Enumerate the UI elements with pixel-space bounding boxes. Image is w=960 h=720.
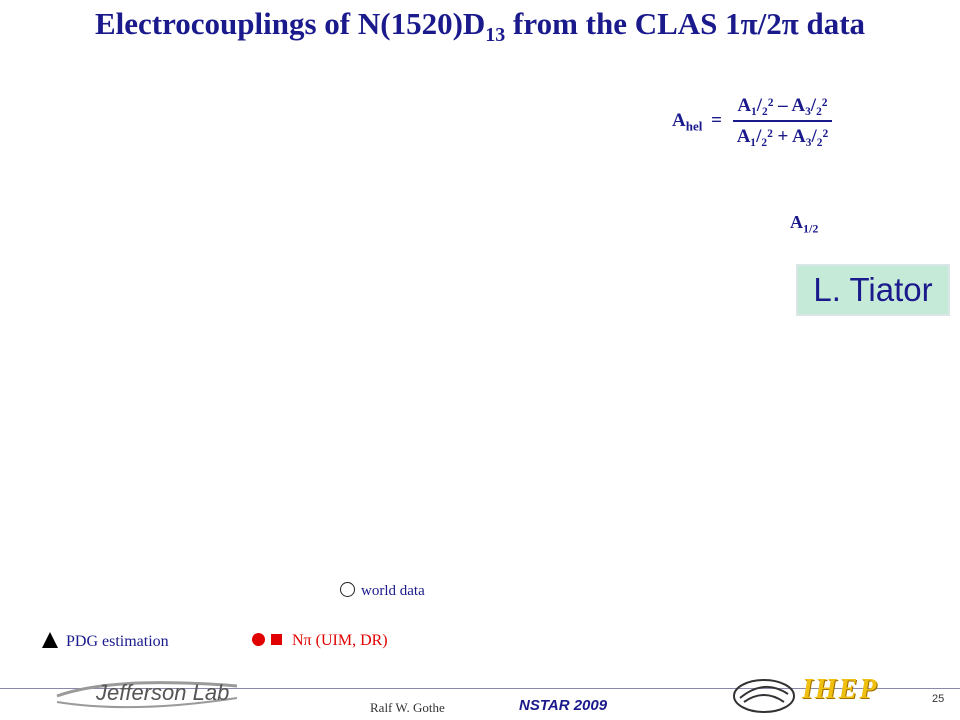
a12-label-main: A [790, 212, 803, 232]
title-main: Electrocouplings of N(1520)D [94, 6, 486, 41]
legend-world-label: world data [361, 583, 425, 599]
open-circle-icon [340, 582, 355, 597]
conference-name: NSTAR 2009 [519, 697, 608, 714]
ahel-eq: = [711, 109, 722, 131]
legend-pdg: PDG estimation [42, 632, 169, 651]
jlab-logo-text: Jefferson Lab [95, 680, 229, 705]
red-square-icon [271, 634, 282, 645]
ihep-emblem-icon [733, 679, 795, 713]
title-tail: from the CLAS 1π/2π data [505, 6, 866, 41]
legend-world-data: world data [340, 582, 425, 600]
ahel-fraction: A₁/₂² – A₃/₂² A₁/₂² + A₃/₂² [732, 95, 833, 148]
helicity-asymmetry-formula: Ahel = A₁/₂² – A₃/₂² A₁/₂² + A₃/₂² [672, 95, 833, 148]
jefferson-lab-logo: Jefferson Lab [56, 680, 238, 709]
author: Ralf W. Gothe [370, 700, 445, 715]
ahel-lhs: A [672, 109, 686, 131]
legend-npi: Nπ (UIM, DR) [252, 632, 388, 650]
a12-label-sub: 1/2 [803, 221, 819, 236]
triangle-icon [42, 632, 58, 648]
slide-title: Electrocouplings of N(1520)D13 from the … [0, 6, 960, 47]
ahel-numerator: A₁/₂² – A₃/₂² [732, 95, 833, 122]
a12-label: A1/2 [790, 212, 818, 237]
page-number: 25 [932, 693, 945, 705]
ahel-denominator: A₁/₂² + A₃/₂² [736, 126, 829, 147]
red-circle-icon [252, 633, 265, 646]
ihep-logo-text: IHEP [802, 674, 879, 705]
ahel-lhs-sub: hel [685, 118, 703, 134]
legend-npi-label: Nπ (UIM, DR) [292, 632, 388, 649]
tiator-box: L. Tiator [796, 264, 950, 316]
footer-divider [0, 688, 960, 689]
legend-pdg-label: PDG estimation [66, 633, 169, 650]
title-sub: 13 [485, 24, 506, 47]
